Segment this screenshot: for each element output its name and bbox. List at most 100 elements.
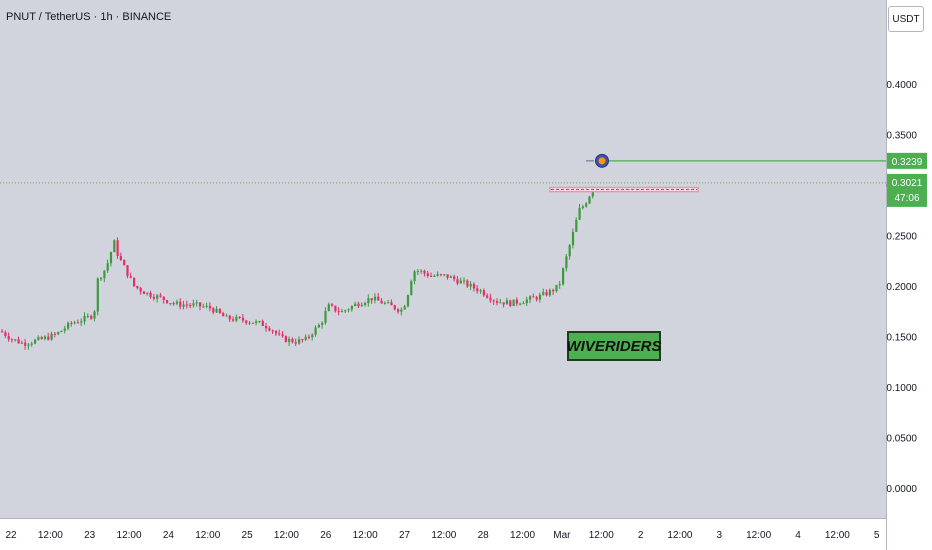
candle-body bbox=[169, 303, 172, 305]
candle-body bbox=[14, 339, 17, 341]
candle-body bbox=[535, 297, 538, 300]
x-tick-label: 12:00 bbox=[746, 530, 771, 541]
candle-body bbox=[472, 283, 476, 289]
currency-button[interactable]: USDT bbox=[888, 6, 924, 32]
x-tick-label: 12:00 bbox=[589, 530, 614, 541]
candle-body bbox=[489, 297, 492, 301]
candle-body bbox=[86, 315, 89, 317]
candle-body bbox=[301, 339, 304, 341]
candle-body bbox=[383, 302, 386, 304]
x-tick-label: 26 bbox=[320, 530, 332, 541]
candle-body bbox=[410, 280, 413, 296]
candle-body bbox=[548, 289, 551, 296]
candle-body bbox=[456, 279, 459, 284]
candle-body bbox=[545, 292, 548, 296]
candle-body bbox=[60, 330, 63, 332]
candle-body bbox=[449, 276, 452, 278]
candle-body bbox=[344, 310, 347, 312]
x-tick-label: 12:00 bbox=[353, 530, 378, 541]
x-tick-label: Mar bbox=[553, 530, 571, 541]
x-tick-label: 12:00 bbox=[274, 530, 299, 541]
candle-body bbox=[486, 295, 489, 298]
candle-body bbox=[27, 344, 30, 346]
candle-body bbox=[317, 324, 320, 328]
candle-body bbox=[562, 268, 565, 285]
candle-body bbox=[367, 298, 370, 304]
x-tick-label: 4 bbox=[795, 530, 801, 541]
plot-area[interactable] bbox=[0, 0, 886, 518]
candle-body bbox=[439, 274, 443, 276]
candle-body bbox=[133, 277, 136, 287]
candle-body bbox=[380, 300, 383, 304]
candle-body bbox=[34, 339, 37, 344]
y-tick-label: 0.2000 bbox=[886, 282, 917, 293]
x-tick-label: 2 bbox=[638, 530, 644, 541]
candle-body bbox=[261, 321, 264, 326]
candle-body bbox=[505, 300, 509, 305]
countdown-label: 47:06 bbox=[894, 193, 919, 204]
candle-body bbox=[222, 313, 225, 317]
candle-body bbox=[558, 284, 561, 286]
x-tick-label: 12:00 bbox=[195, 530, 220, 541]
candle-body bbox=[390, 302, 393, 306]
candle-body bbox=[575, 219, 578, 232]
candle-body bbox=[80, 321, 83, 323]
candle-body bbox=[340, 311, 344, 313]
candle-body bbox=[479, 290, 482, 292]
last-price-tag bbox=[887, 173, 927, 207]
candle-body bbox=[284, 336, 287, 342]
price-axis[interactable] bbox=[886, 0, 932, 550]
candle-body bbox=[525, 299, 528, 304]
y-tick-label: 0.0500 bbox=[886, 434, 917, 445]
candle-body bbox=[364, 303, 367, 305]
candle-body bbox=[20, 342, 23, 344]
y-tick-label: 0.0000 bbox=[886, 484, 917, 495]
candle-body bbox=[337, 311, 340, 313]
candle-body bbox=[152, 296, 155, 299]
candle-body bbox=[265, 325, 268, 329]
target-price-label: 0.3239 bbox=[892, 157, 923, 168]
x-tick-label: 12:00 bbox=[667, 530, 692, 541]
candle-body bbox=[202, 306, 205, 308]
candle-body bbox=[294, 342, 297, 344]
candle-body bbox=[324, 311, 327, 323]
candle-body bbox=[10, 339, 14, 341]
x-tick-label: 23 bbox=[84, 530, 96, 541]
candle-body bbox=[53, 333, 56, 335]
target-price-tag bbox=[887, 152, 927, 169]
candle-body bbox=[515, 299, 518, 304]
time-axis[interactable] bbox=[0, 518, 886, 550]
candle-body bbox=[327, 304, 330, 312]
candle-body bbox=[538, 294, 542, 300]
candle-body bbox=[420, 270, 423, 272]
candle-body bbox=[103, 270, 106, 279]
candle-body bbox=[195, 302, 198, 304]
candle-body bbox=[248, 322, 251, 324]
candle-body bbox=[357, 303, 360, 307]
candle-body bbox=[502, 302, 505, 305]
y-tick-label: 0.1500 bbox=[886, 333, 917, 344]
y-tick-label: 0.3500 bbox=[886, 131, 917, 142]
x-tick-label: 12:00 bbox=[117, 530, 142, 541]
candle-body bbox=[232, 319, 235, 321]
candle-body bbox=[331, 304, 334, 306]
candle-body bbox=[522, 303, 525, 305]
candle-body bbox=[30, 343, 33, 345]
candle-body bbox=[182, 304, 185, 307]
candle-body bbox=[281, 334, 284, 337]
candle-body bbox=[298, 339, 301, 344]
candle-body bbox=[50, 333, 53, 340]
candle-body bbox=[321, 322, 324, 325]
candle-body bbox=[149, 292, 152, 297]
candle-body bbox=[436, 274, 439, 276]
candle-body bbox=[192, 303, 195, 306]
candle-body bbox=[7, 336, 10, 340]
candle-body bbox=[565, 256, 568, 269]
candle-body bbox=[568, 245, 571, 257]
candle-body bbox=[119, 256, 122, 261]
candle-body bbox=[466, 280, 469, 287]
x-tick-label: 24 bbox=[163, 530, 175, 541]
candle-body bbox=[413, 271, 416, 281]
